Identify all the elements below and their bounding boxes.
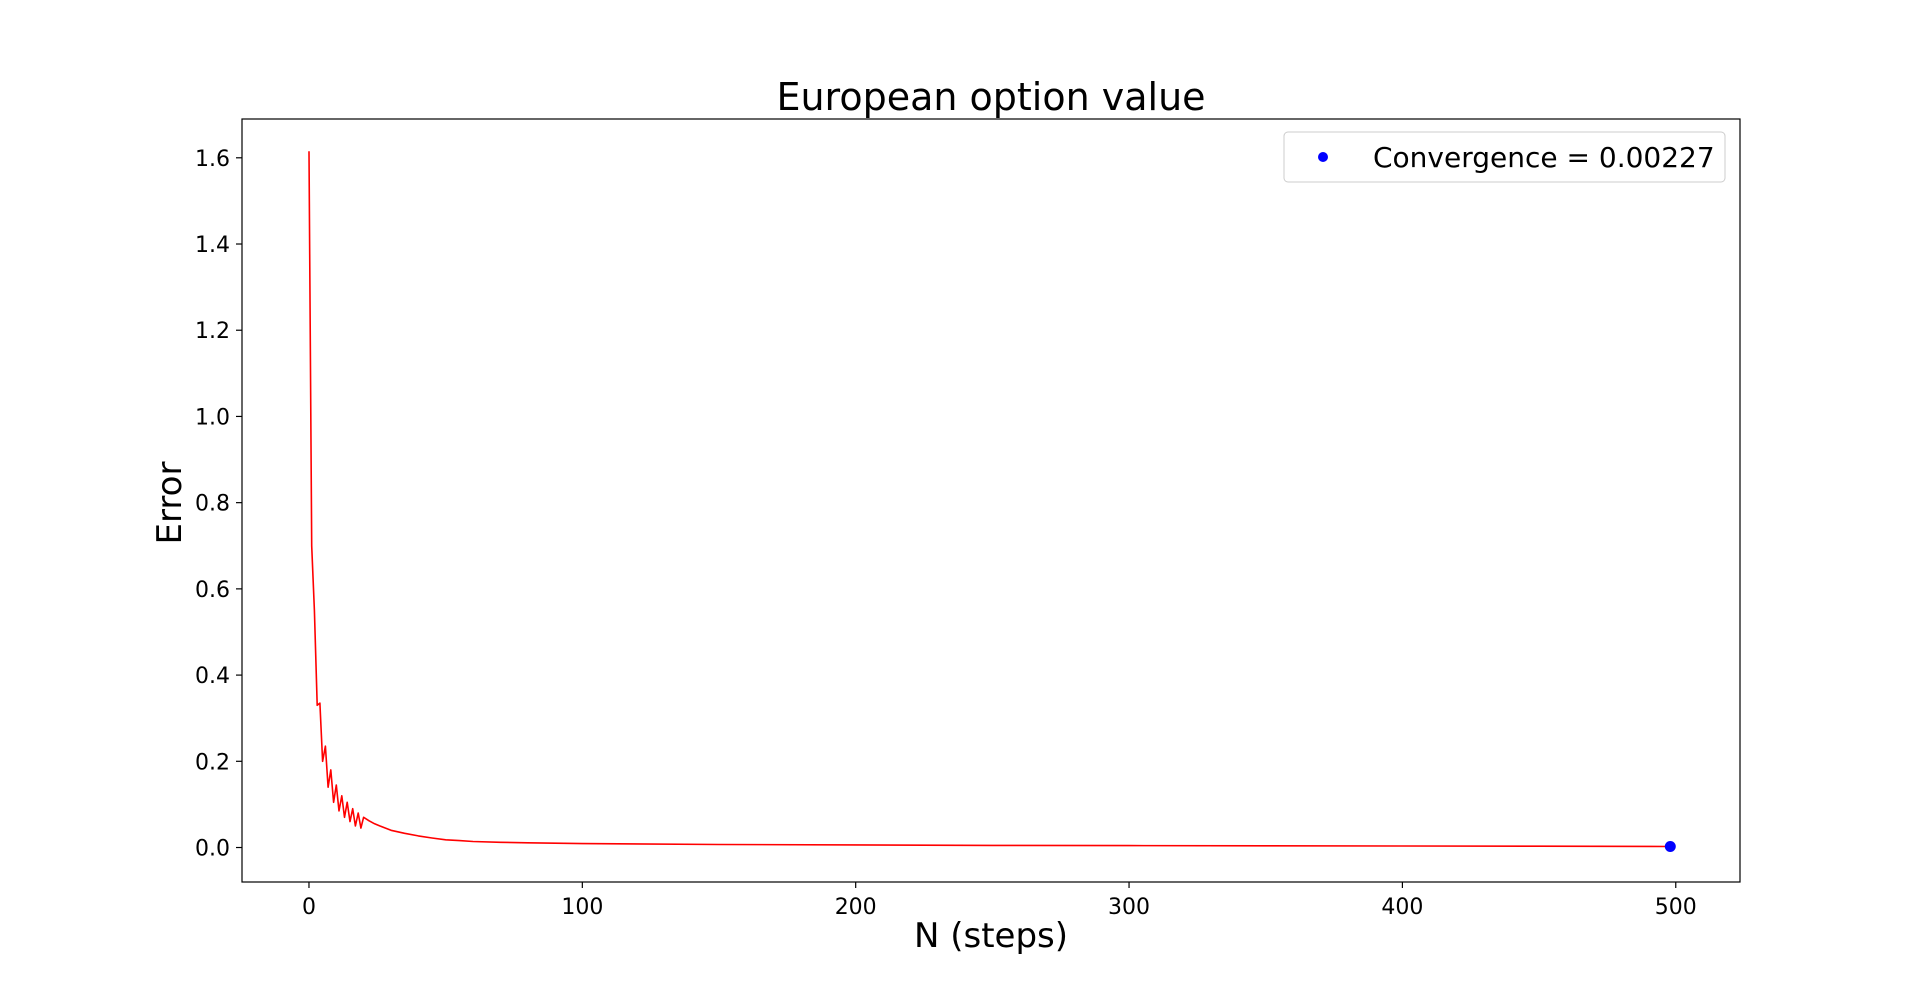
- legend-label: Convergence = 0.00227: [1373, 141, 1715, 174]
- x-tick-label: 500: [1655, 895, 1697, 920]
- y-tick-label: 0.2: [195, 750, 230, 775]
- x-axis-title: N (steps): [914, 916, 1068, 956]
- series-layer: [308, 151, 1676, 853]
- convergence-point: [1664, 841, 1676, 853]
- y-tick-label: 1.2: [195, 319, 230, 344]
- y-tick-label: 1.4: [195, 233, 230, 258]
- y-tick-label: 0.6: [195, 578, 230, 603]
- legend-box: [1283, 131, 1726, 183]
- ticks-layer: 0 100 200 300 400 500 0.0 0.2 0.4 0.6 0.8 1.0 1.2 1.4…: [195, 147, 1697, 920]
- legend: Convergence = 0.00227: [1283, 131, 1726, 183]
- x-tick-label: 400: [1381, 895, 1423, 920]
- y-axis-title: Error: [150, 462, 190, 545]
- x-tick-label: 300: [1108, 895, 1150, 920]
- error-line: [308, 151, 1671, 848]
- x-tick-label: 100: [561, 895, 603, 920]
- chart-title: European option value: [776, 75, 1205, 119]
- plot-frame: [241, 118, 1741, 883]
- y-tick-label: 0.8: [195, 492, 230, 517]
- x-tick-label: 200: [835, 895, 877, 920]
- x-tick-label: 0: [302, 895, 316, 920]
- y-tick-label: 0.4: [195, 664, 230, 689]
- y-tick-label: 0.0: [195, 837, 230, 862]
- y-tick-label: 1.0: [195, 405, 230, 430]
- y-tick-label: 1.6: [195, 147, 230, 172]
- legend-marker: [1318, 152, 1328, 162]
